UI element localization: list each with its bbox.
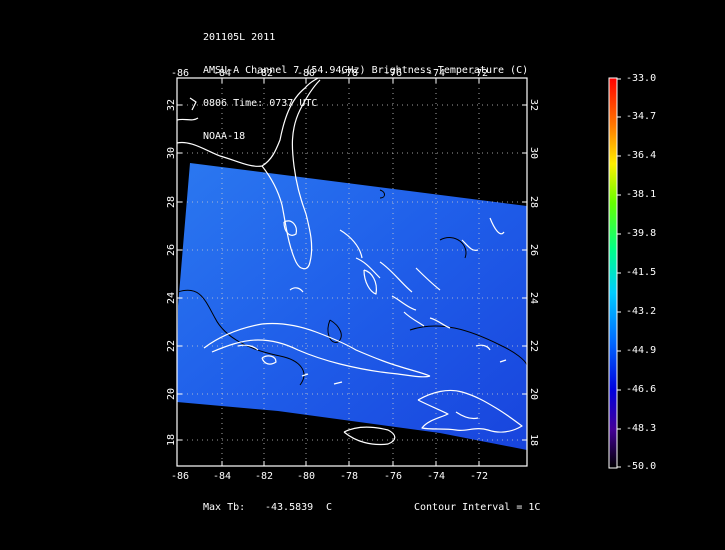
lon-label-bottom: -78 (340, 471, 358, 482)
lat-label-right: 28 (528, 196, 539, 208)
lon-label-top: -84 (213, 68, 231, 79)
lat-label-left: 20 (166, 388, 177, 400)
lat-label-right: 20 (528, 388, 539, 400)
plot-header: 201105L 2011 AMSU-A Channel 7 (54.94GHz)… (203, 10, 528, 153)
colorbar-label: -41.5 (626, 267, 657, 278)
lon-label-top: -72 (470, 68, 488, 79)
lon-label-top: -80 (297, 68, 315, 79)
lat-label-left: 18 (166, 434, 177, 446)
lon-label-bottom: -82 (255, 471, 273, 482)
lon-label-top: -78 (340, 68, 358, 79)
frame-ticks (177, 78, 527, 466)
coastlines (176, 77, 523, 446)
lon-labels-top: -86 -84 -82 -80 -78 -76 -74 -72 (171, 68, 488, 79)
lon-label-top: -76 (384, 68, 402, 79)
colorbar (608, 77, 618, 469)
colorbar-label: -38.1 (626, 189, 657, 200)
lon-label-bottom: -72 (470, 471, 488, 482)
lat-labels-right: 32 30 28 26 24 22 20 18 (528, 99, 539, 446)
colorbar-label: -33.0 (626, 73, 657, 84)
colorbar-ticks (617, 78, 621, 468)
satellite-swath (177, 163, 527, 450)
contour-interval: Contour Interval = 1C (414, 502, 541, 513)
lat-label-left: 24 (166, 292, 177, 304)
lon-labels-bottom: -86 -84 -82 -80 -78 -76 -74 -72 (171, 471, 488, 482)
graticule (177, 78, 527, 466)
lon-label-bottom: -76 (384, 471, 402, 482)
lon-label-top: -74 (427, 68, 445, 79)
colorbar-label: -46.6 (626, 384, 657, 395)
lon-label-top: -82 (255, 68, 273, 79)
header-line-4: NOAA-18 (203, 131, 246, 142)
colorbar-label: -36.4 (626, 150, 657, 161)
lat-label-right: 26 (528, 244, 539, 256)
lat-label-right: 22 (528, 340, 539, 352)
lat-label-left: 30 (166, 147, 177, 159)
colorbar-label: -34.7 (626, 111, 657, 122)
lat-label-left: 32 (166, 99, 177, 111)
lon-label-bottom: -84 (213, 471, 231, 482)
colorbar-label: -39.8 (626, 228, 657, 239)
plot-frame (176, 77, 528, 467)
lat-label-right: 24 (528, 292, 539, 304)
max-tb-unit: C (326, 502, 333, 513)
lon-label-top: -86 (171, 68, 189, 79)
colorbar-label: -50.0 (626, 461, 657, 472)
lat-label-right: 30 (528, 147, 539, 159)
lat-label-right: 32 (528, 99, 539, 111)
lon-label-bottom: -86 (171, 471, 189, 482)
lat-label-right: 18 (528, 434, 539, 446)
lat-label-left: 26 (166, 244, 177, 256)
colorbar-label: -48.3 (626, 423, 657, 434)
lat-label-left: 22 (166, 340, 177, 352)
max-tb-value: -43.5839 (265, 502, 314, 513)
lat-label-left: 28 (166, 196, 177, 208)
lat-labels-left: 32 30 28 26 24 22 20 18 (166, 99, 177, 446)
lon-label-bottom: -80 (297, 471, 315, 482)
colorbar-label: -44.9 (626, 345, 657, 356)
max-tb-label: Max Tb: (203, 502, 246, 513)
header-line-3: 0806 Time: 0737 UTC (203, 98, 318, 109)
lon-label-bottom: -74 (427, 471, 445, 482)
header-line-2: AMSU-A Channel 7 (54.94GHz) Brightness T… (203, 65, 529, 76)
header-line-1: 201105L 2011 (203, 32, 276, 43)
colorbar-label: -43.2 (626, 306, 657, 317)
